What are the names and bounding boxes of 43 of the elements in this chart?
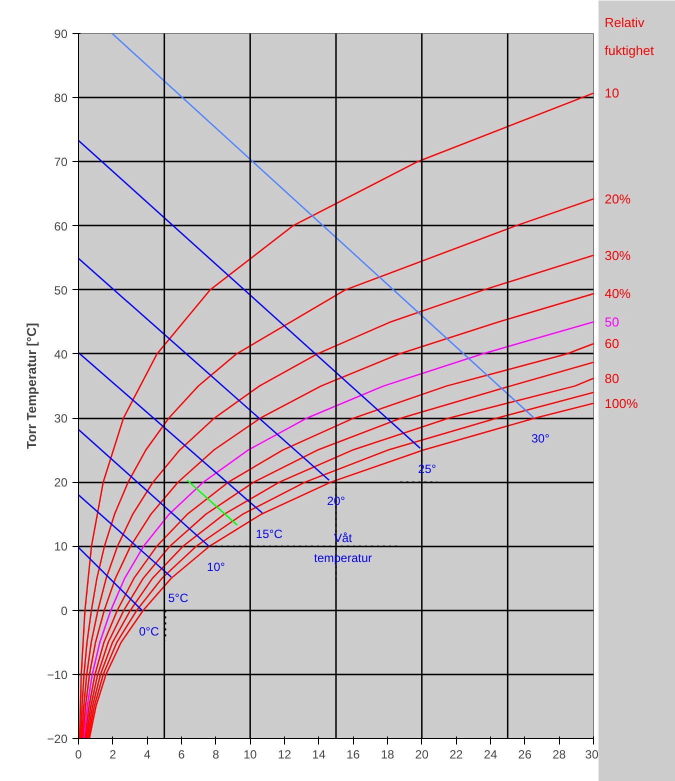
annotation: 5°C (168, 590, 189, 605)
y-tick-label: 30 (54, 412, 68, 426)
y-axis-title: Torr Temperatur [°C] (24, 322, 40, 450)
x-tick-label: 26 (518, 748, 532, 762)
x-tick-label: 14 (312, 748, 326, 762)
series-label: 100% (604, 396, 638, 411)
series-label: 50 (604, 314, 620, 330)
x-tick-label: 10 (243, 748, 258, 762)
x-tick-label: 12 (278, 748, 292, 762)
y-tick-label: 60 (54, 219, 68, 234)
y-tick-label: 40 (54, 347, 68, 362)
y-tick-label: 70 (54, 155, 68, 170)
x-tick-label: 30 (585, 748, 599, 762)
x-tick-label: 6 (178, 748, 186, 762)
y-tick-label: 0 (60, 604, 68, 618)
series-label: 20% (604, 191, 632, 206)
annotation: 0°C (138, 624, 160, 638)
series-label: 10 (604, 86, 620, 101)
annotation: 10° (206, 560, 226, 574)
y-tick-label: −10 (47, 668, 68, 682)
x-tick-label: 24 (484, 748, 498, 762)
annotation: 15°C (256, 526, 283, 541)
legend-title: Relativ fuktighet (604, 15, 654, 58)
x-tick-label: 0 (75, 748, 82, 762)
series-label: 80 (604, 370, 620, 386)
x-tick-label: 8 (212, 748, 220, 762)
x-tick-label: 20 (415, 748, 429, 762)
y-tick-label: 10 (54, 540, 68, 554)
y-tick-label: 50 (54, 283, 68, 298)
x-tick-label: 18 (380, 748, 394, 762)
x-tick-label: 28 (552, 748, 566, 762)
x-tick-label: 4 (144, 748, 151, 762)
y-tick-label: 80 (54, 91, 68, 106)
annotation: 30° (531, 431, 550, 446)
x-tick-label: 2 (109, 748, 116, 762)
y-tick-label: −20 (47, 732, 68, 746)
y-tick-label: 20 (54, 476, 68, 490)
series-label: 60 (604, 336, 620, 352)
x-tick-label: 16 (346, 748, 360, 762)
y-tick-label: 90 (54, 27, 68, 41)
x-tick-label: 22 (449, 748, 464, 762)
series-label: 30% (604, 248, 632, 263)
series-label: 40% (604, 286, 632, 302)
